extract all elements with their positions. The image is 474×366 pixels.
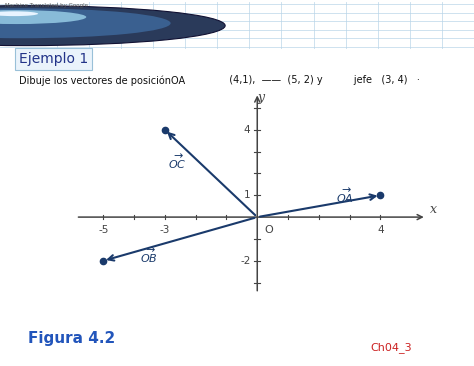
Circle shape — [0, 8, 171, 38]
Text: $\overrightarrow{OC}$: $\overrightarrow{OC}$ — [168, 153, 186, 171]
Text: y: y — [257, 92, 264, 104]
Text: Machine Translated by Google: Machine Translated by Google — [5, 3, 88, 8]
Text: 4: 4 — [377, 225, 384, 235]
Text: 1: 1 — [244, 190, 250, 200]
Text: Dibuje los vectores de posiciónOA: Dibuje los vectores de posiciónOA — [19, 75, 185, 86]
Text: $\overrightarrow{OA}$: $\overrightarrow{OA}$ — [336, 187, 354, 205]
Circle shape — [0, 5, 225, 46]
Text: O: O — [264, 225, 273, 235]
Text: -5: -5 — [98, 225, 109, 235]
Text: Figura 4.2: Figura 4.2 — [28, 331, 116, 346]
Text: (4,1),  ——  (5, 2) y          jefe   (3, 4)   ·: (4,1), —— (5, 2) y jefe (3, 4) · — [223, 75, 419, 85]
Text: $\overrightarrow{OB}$: $\overrightarrow{OB}$ — [140, 247, 158, 265]
Text: x: x — [429, 203, 437, 216]
Circle shape — [0, 11, 38, 16]
Circle shape — [0, 10, 86, 24]
Text: Ch04_3: Ch04_3 — [371, 342, 412, 353]
Text: -3: -3 — [160, 225, 170, 235]
Text: -2: -2 — [240, 256, 250, 266]
Text: Ejemplo 1: Ejemplo 1 — [19, 52, 88, 66]
Text: 4: 4 — [244, 125, 250, 135]
